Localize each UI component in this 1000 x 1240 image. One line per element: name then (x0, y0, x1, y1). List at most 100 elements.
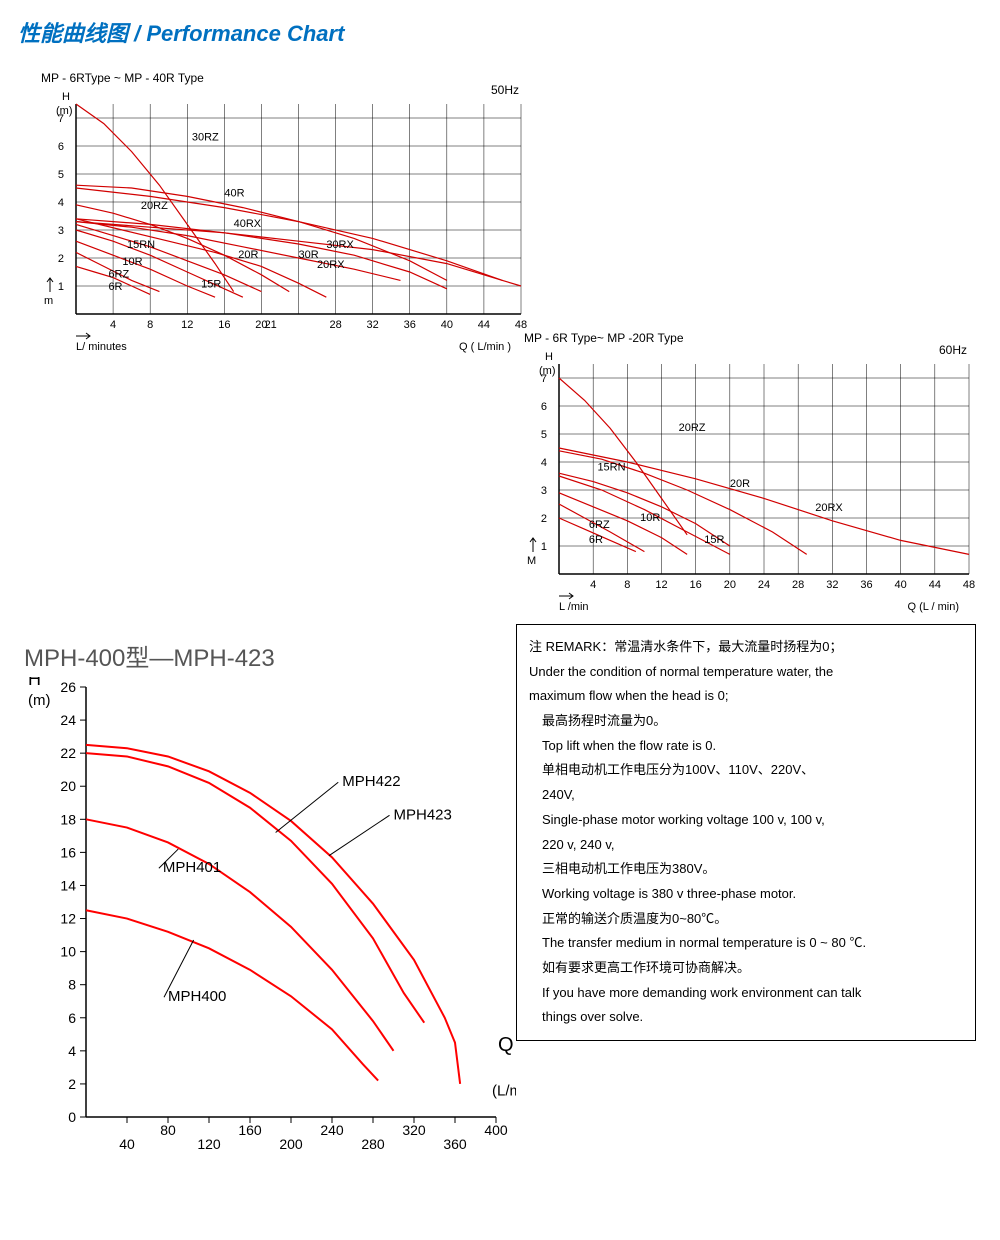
curve-label: 20RX (815, 502, 843, 514)
y-arrow-icon (47, 278, 53, 292)
x-tick-label: 40 (119, 1136, 135, 1152)
remark-line: things over solve. (529, 1005, 963, 1030)
curve-label: 40RX (234, 218, 262, 230)
x-tick-label: 360 (443, 1136, 467, 1152)
y-axis-label: H (545, 351, 553, 363)
y-tick-label: 0 (68, 1109, 76, 1125)
curve-MPH422 (86, 753, 424, 1023)
remark-line: 240V, (529, 783, 963, 808)
x-tick-label: 400 (484, 1122, 508, 1138)
page-title: 性能曲线图 / Performance Chart (18, 16, 984, 48)
x-tick-label: 240 (320, 1122, 344, 1138)
y-tick-label: 8 (68, 977, 76, 993)
curve-label: MPH401 (163, 859, 221, 876)
chart3-title: MPH-400型—MPH-423 (24, 638, 516, 673)
x-arrow-icon (559, 593, 573, 599)
curve-label: 6RZ (589, 519, 610, 531)
curve-20RZ (559, 378, 687, 535)
curve-label: 15R (704, 534, 724, 546)
y-bottom-label: M (527, 555, 536, 567)
freq-label: 60Hz (939, 343, 967, 357)
remark-line: 三相电动机工作电压为380V。 (529, 857, 963, 882)
chart1: MP - 6RType ~ MP - 40R Type50Hz123456748… (16, 68, 536, 358)
remark-line: 正常的输送介质温度为0~80℃。 (529, 907, 963, 932)
y-tick-label: 3 (58, 225, 64, 237)
x-tick-label: 44 (929, 579, 941, 591)
curve-label: MPH400 (168, 988, 226, 1005)
y-tick-label: 6 (58, 141, 64, 153)
remark-line: 220 v, 240 v, (529, 833, 963, 858)
x-tick-label: 24 (758, 579, 770, 591)
x-axis-q-label: Q (498, 1034, 514, 1056)
curve-label: MPH423 (394, 806, 452, 823)
curve-MPH400 (86, 910, 378, 1080)
x-tick-label: 20 (724, 579, 736, 591)
curve-label: 20RX (317, 259, 345, 271)
x-tick-label: 120 (197, 1136, 221, 1152)
y-tick-label: 14 (60, 877, 76, 893)
curve-label: 30RX (326, 239, 354, 251)
curve-label: 20RZ (679, 422, 706, 434)
y-tick-label: 10 (60, 944, 76, 960)
leader-line (329, 815, 390, 855)
y-tick-label: 20 (60, 778, 76, 794)
remark-line: If you have more demanding work environm… (529, 981, 963, 1006)
leader-line (276, 782, 339, 832)
x-tick-label: 160 (238, 1122, 262, 1138)
x-axis-unit-label: (L/min) (492, 1083, 516, 1100)
y-tick-label: 12 (60, 911, 76, 927)
curve-label: 15RN (597, 461, 625, 473)
curve-label: 30R (299, 249, 319, 261)
x-tick-label: 200 (279, 1136, 303, 1152)
y-tick-label: 1 (541, 541, 547, 553)
x-tick-label: 48 (963, 579, 975, 591)
freq-label: 50Hz (491, 83, 519, 97)
y-axis-unit: (m) (539, 365, 556, 377)
x-tick-label: 32 (826, 579, 838, 591)
curve-label: 15RN (127, 239, 155, 251)
y-tick-label: 6 (541, 401, 547, 413)
curve-label: 40R (224, 187, 244, 199)
y-tick-label: 6 (68, 1010, 76, 1026)
curve-label: 20R (730, 478, 750, 490)
remark-line: 如有要求更高工作环境可协商解决。 (529, 956, 963, 981)
y-tick-label: 1 (58, 281, 64, 293)
y-tick-label: 26 (60, 679, 76, 695)
curve-label: 6RZ (108, 269, 129, 281)
chart3: H(m)024681012141618202224264080120160200… (16, 677, 516, 1167)
y-tick-label: 5 (58, 169, 64, 181)
x-axis-right-label: Q (L / min) (907, 601, 959, 613)
remark-line: Top lift when the flow rate is 0. (529, 734, 963, 759)
y-axis-unit: (m) (28, 692, 51, 709)
curve-label: MPH422 (342, 773, 400, 790)
x-tick-label: 36 (860, 579, 872, 591)
x-tick-label: 12 (655, 579, 667, 591)
y-tick-label: 16 (60, 844, 76, 860)
y-arrow-icon (530, 538, 536, 552)
y-tick-label: 4 (541, 457, 547, 469)
x-tick-label: 28 (792, 579, 804, 591)
curve-label: 15R (201, 278, 221, 290)
remark-line: Single-phase motor working voltage 100 v… (529, 808, 963, 833)
curve-MPH423 (86, 745, 460, 1084)
x-tick-label: 80 (160, 1122, 176, 1138)
y-axis-unit: (m) (56, 105, 73, 117)
y-tick-label: 3 (541, 485, 547, 497)
chart2: MP - 6R Type~ MP -20R Type60Hz1234567481… (504, 328, 984, 618)
y-tick-label: 22 (60, 745, 76, 761)
remark-line: Working voltage is 380 v three-phase mot… (529, 882, 963, 907)
remark-line: 单相电动机工作电压分为100V、110V、220V、 (529, 758, 963, 783)
y-tick-label: 5 (541, 429, 547, 441)
curve-label: 30RZ (192, 131, 219, 143)
y-tick-label: 18 (60, 811, 76, 827)
remark-box: 注 REMARK：常温清水条件下，最大流量时扬程为0；Under the con… (516, 624, 976, 1041)
curve-label: 10R (122, 256, 142, 268)
remark-line: maximum flow when the head is 0; (529, 684, 963, 709)
remark-line: Under the condition of normal temperatur… (529, 660, 963, 685)
remark-line: 注 REMARK：常温清水条件下，最大流量时扬程为0； (529, 635, 963, 660)
y-axis-label: H (28, 677, 41, 689)
y-tick-label: 2 (58, 253, 64, 265)
curve-label: 6R (108, 281, 122, 293)
curve-label: 20R (238, 249, 258, 261)
x-tick-label: 8 (624, 579, 630, 591)
